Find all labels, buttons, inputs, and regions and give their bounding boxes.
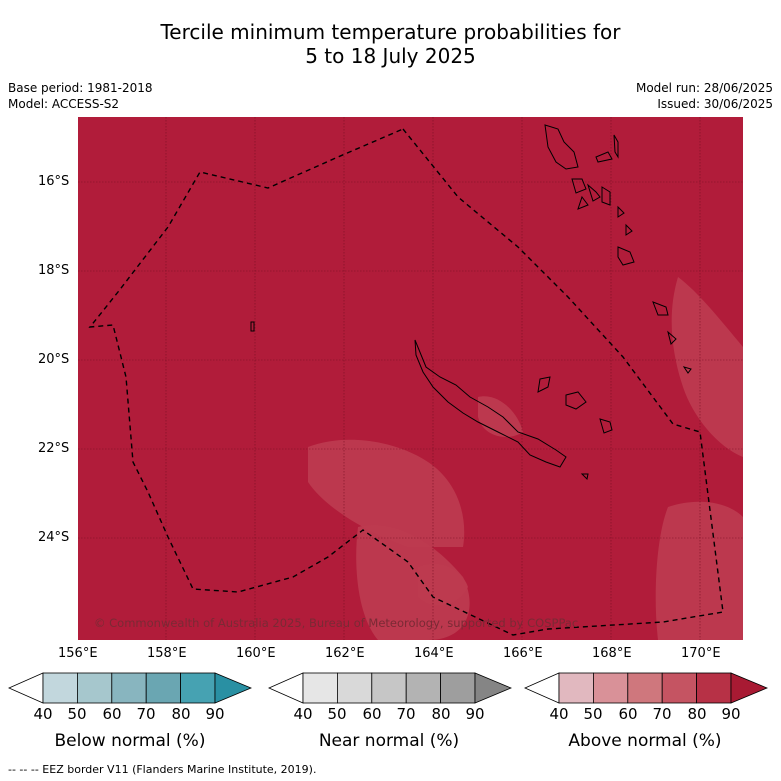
colorbar-segment bbox=[661, 672, 697, 704]
loyalty-island bbox=[599, 418, 613, 434]
colorbar-segment bbox=[627, 672, 663, 704]
lat-label: 22°S bbox=[38, 441, 70, 456]
colorbar-segment bbox=[696, 672, 732, 704]
colorbar-segment bbox=[302, 672, 338, 704]
colorbar-segment bbox=[337, 672, 373, 704]
lon-label: 164°E bbox=[414, 646, 454, 661]
colorbar-segment bbox=[77, 672, 113, 704]
legend-tick: 80 bbox=[171, 705, 191, 723]
model-run: Model run: 28/06/2025 bbox=[635, 81, 773, 95]
model-name: Model: ACCESS-S2 bbox=[8, 97, 120, 111]
new-caledonia-island bbox=[414, 339, 567, 468]
colorbar-near-normal bbox=[268, 672, 512, 704]
legend-title-below: Below normal (%) bbox=[54, 731, 206, 751]
lon-label: 160°E bbox=[236, 646, 276, 661]
legend-tick: 40 bbox=[33, 705, 53, 723]
copyright-text: © Commonwealth of Australia 2025, Bureau… bbox=[94, 616, 578, 630]
legend-title-near: Near normal (%) bbox=[318, 731, 460, 751]
colorbar-segment bbox=[371, 672, 407, 704]
legend-tick: 70 bbox=[396, 705, 416, 723]
lon-label: 166°E bbox=[503, 646, 543, 661]
colorbar-segment bbox=[405, 672, 441, 704]
lon-label: 156°E bbox=[58, 646, 98, 661]
legend-tick: 90 bbox=[721, 705, 741, 723]
footer-note: -- -- -- EEZ border V11 (Flanders Marine… bbox=[8, 763, 317, 776]
vanuatu-islands bbox=[544, 124, 635, 266]
colorbar-below-normal bbox=[8, 672, 252, 704]
legend-tick: 90 bbox=[465, 705, 485, 723]
legend-tick: 60 bbox=[618, 705, 638, 723]
lat-label: 16°S bbox=[38, 174, 70, 189]
legend-tick: 50 bbox=[67, 705, 87, 723]
colorbar-segment bbox=[180, 672, 216, 704]
issued-date: Issued: 30/06/2025 bbox=[657, 97, 773, 111]
colorbar-min-arrow bbox=[268, 672, 304, 704]
colorbar-segment bbox=[440, 672, 476, 704]
legend-tick: 50 bbox=[327, 705, 347, 723]
legend-tick: 60 bbox=[102, 705, 122, 723]
lon-label: 158°E bbox=[147, 646, 187, 661]
lat-label: 20°S bbox=[38, 352, 70, 367]
lat-label: 18°S bbox=[38, 263, 70, 278]
lon-label: 168°E bbox=[592, 646, 632, 661]
colorbar-segment bbox=[593, 672, 629, 704]
lon-label: 170°E bbox=[681, 646, 721, 661]
legend-tick: 70 bbox=[136, 705, 156, 723]
colorbar-max-arrow bbox=[474, 672, 512, 704]
legend-tick: 40 bbox=[549, 705, 569, 723]
legend-tick: 90 bbox=[205, 705, 225, 723]
legend-title-above: Above normal (%) bbox=[568, 731, 722, 751]
colorbar-segment bbox=[145, 672, 181, 704]
colorbar-max-arrow bbox=[730, 672, 768, 704]
eez-border bbox=[88, 128, 724, 636]
title-line-1: Tercile minimum temperature probabilitie… bbox=[160, 20, 621, 44]
colorbar-above-normal bbox=[524, 672, 768, 704]
lat-label: 24°S bbox=[38, 530, 70, 545]
lighter-region bbox=[308, 277, 743, 640]
loyalty-island bbox=[537, 376, 551, 393]
graticule bbox=[78, 117, 743, 640]
small-islands bbox=[250, 301, 692, 481]
legend-tick: 50 bbox=[583, 705, 603, 723]
map: © Commonwealth of Australia 2025, Bureau… bbox=[78, 117, 743, 640]
legend-tick: 80 bbox=[431, 705, 451, 723]
colorbar-min-arrow bbox=[524, 672, 560, 704]
colorbar-segment bbox=[42, 672, 78, 704]
loyalty-island bbox=[565, 391, 587, 410]
base-period: Base period: 1981-2018 bbox=[8, 81, 153, 95]
colorbar-min-arrow bbox=[8, 672, 44, 704]
lon-label: 162°E bbox=[325, 646, 365, 661]
legend-tick: 40 bbox=[293, 705, 313, 723]
title-line-2: 5 to 18 July 2025 bbox=[305, 44, 476, 68]
legend-tick: 80 bbox=[687, 705, 707, 723]
colorbar-max-arrow bbox=[214, 672, 252, 704]
colorbar-segment bbox=[111, 672, 147, 704]
colorbar-segment bbox=[558, 672, 594, 704]
legend-tick: 60 bbox=[362, 705, 382, 723]
legend-tick: 70 bbox=[652, 705, 672, 723]
